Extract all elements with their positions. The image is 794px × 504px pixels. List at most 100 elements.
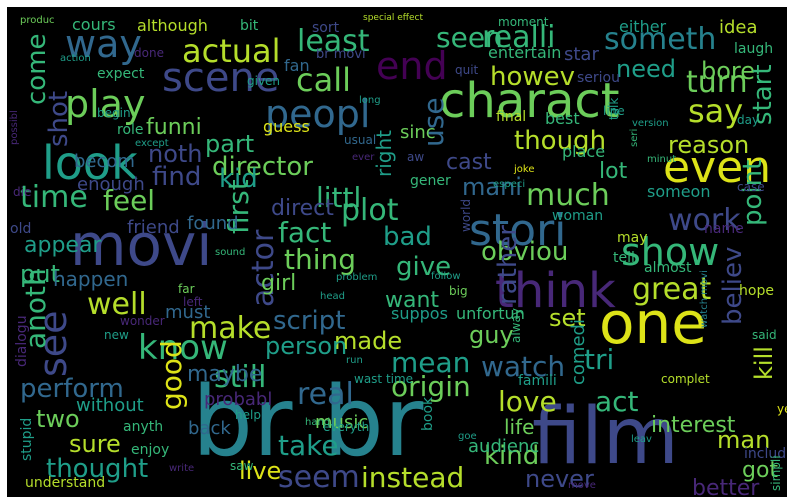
word-probabl: probabl	[204, 389, 272, 410]
word-simpli: simpli	[769, 455, 783, 491]
word-put: put	[20, 260, 60, 288]
word-great: great	[632, 272, 712, 307]
word-turn: turn	[686, 65, 748, 100]
word-name: name	[704, 221, 744, 237]
word-sort: sort	[312, 20, 340, 36]
word-moment: moment	[498, 15, 549, 29]
word-shot: shot	[44, 91, 74, 147]
word-produc: produc	[20, 15, 55, 26]
word-think: think	[495, 263, 616, 319]
word-work: work	[668, 203, 741, 238]
word-joke: joke	[513, 164, 534, 175]
word-kind: kind	[484, 441, 539, 471]
word-still: still	[214, 360, 266, 395]
word-includ: includ	[744, 446, 786, 462]
word-give: give	[396, 252, 451, 282]
word-hand: hand	[305, 417, 330, 428]
word-sound: sound	[215, 247, 245, 258]
word-end: end	[376, 44, 448, 88]
word-show: show	[621, 230, 719, 274]
word-right: right	[372, 130, 396, 177]
word-rather: rather	[493, 225, 523, 305]
word-said: said	[752, 328, 777, 342]
word-without: without	[76, 395, 144, 416]
word-guy: guy	[469, 321, 514, 349]
word-happen: happen	[53, 267, 128, 291]
word-though: though	[514, 126, 606, 156]
word-plot: plot	[341, 193, 399, 228]
word-best: best	[545, 109, 580, 128]
word-especi: especi	[493, 179, 525, 190]
word-say: say	[688, 92, 743, 130]
word-except: except	[135, 138, 169, 149]
word-movi: movi	[70, 211, 212, 279]
word-least: least	[297, 24, 370, 59]
word-saw: saw	[230, 459, 254, 473]
word-fan: fan	[284, 56, 310, 75]
word-life: life	[504, 415, 534, 439]
word-take: take	[278, 429, 339, 462]
word-good: good	[155, 340, 188, 410]
word-kid: kid	[219, 164, 258, 194]
word-act: act	[595, 385, 639, 418]
word-although: although	[137, 16, 208, 35]
word-old: old	[10, 221, 31, 237]
word-lot: lot	[599, 159, 628, 184]
word-feel: feel	[103, 184, 155, 217]
word-cours: cours	[72, 15, 116, 34]
word-hope: hope	[739, 283, 774, 299]
word-peopl: peopl	[265, 92, 370, 136]
word-bad: bad	[383, 222, 432, 252]
word-thought: thought	[46, 454, 148, 484]
word-back: back	[188, 418, 231, 439]
word-world: world	[459, 199, 473, 232]
word-point: point	[738, 160, 768, 226]
word-usual: usual	[344, 133, 376, 147]
word-script: script	[273, 306, 345, 336]
word-left: left	[183, 295, 203, 309]
word-write: write	[169, 463, 194, 474]
word-anoth: anoth	[19, 268, 52, 349]
word-day: day	[737, 113, 759, 127]
word-sure: sure	[69, 430, 121, 458]
word-play: play	[65, 82, 145, 126]
word-long: long	[359, 95, 381, 106]
word-tri: tri	[584, 343, 614, 376]
word-big: big	[449, 284, 468, 298]
word-watch-movi: watch movi	[699, 270, 710, 328]
word-music: music	[315, 412, 368, 433]
word-audienc: audienc	[468, 436, 539, 457]
word-make: make	[189, 311, 271, 346]
word-charact: charact	[439, 73, 620, 129]
word-laugh: laugh	[734, 41, 773, 57]
word-use: use	[417, 97, 450, 147]
word-one: one	[599, 289, 707, 357]
word-thing: thing	[284, 243, 356, 276]
word-sinc: sinc	[400, 122, 436, 143]
word-noth: noth	[148, 140, 203, 168]
word-howev: howev	[490, 62, 575, 92]
word-cloud-image: br br film movi one think charact stori even loo…	[7, 7, 787, 497]
word-move: move	[568, 480, 596, 491]
word-die: die	[13, 185, 31, 199]
word-gener: gener	[410, 173, 451, 189]
word-made: made	[334, 327, 402, 355]
word-never: never	[525, 465, 594, 493]
word-yet: yet	[777, 402, 787, 416]
word-bit: bit	[240, 18, 259, 34]
word-complet: complet	[661, 372, 710, 386]
word-set: set	[549, 304, 586, 332]
word-must: must	[165, 302, 210, 323]
word-version: version	[632, 118, 669, 129]
word-better: better	[692, 476, 760, 497]
word-instead: instead	[361, 461, 464, 494]
word-everyth: everyth	[323, 420, 369, 434]
word-believ: believ	[718, 247, 748, 325]
word-head: head	[320, 291, 345, 302]
word-anyth: anyth	[123, 419, 163, 435]
word-run: run	[346, 355, 363, 366]
word-seri: seri	[629, 129, 640, 147]
word-unfortun: unfortun	[456, 304, 525, 323]
word-idea: idea	[719, 17, 758, 38]
word-actual: actual	[182, 32, 281, 70]
